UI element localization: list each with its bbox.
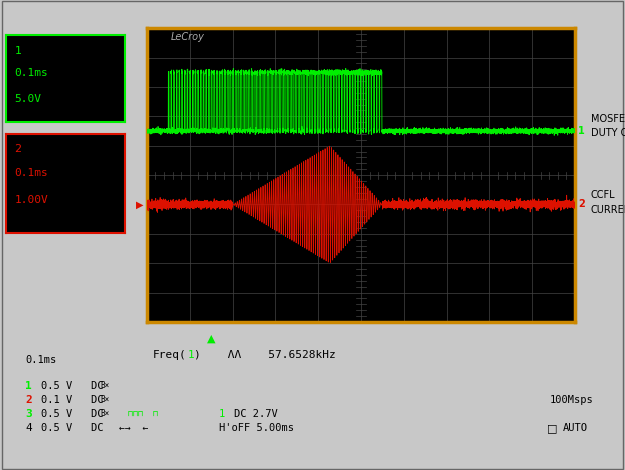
Text: AUTO: AUTO xyxy=(562,423,588,433)
Text: 1: 1 xyxy=(219,409,225,419)
Text: 0.1ms: 0.1ms xyxy=(14,68,48,78)
Text: 0.1ms: 0.1ms xyxy=(14,169,48,179)
Text: 2: 2 xyxy=(578,199,585,210)
Text: B×: B× xyxy=(100,409,109,418)
Text: 4: 4 xyxy=(25,423,32,433)
Text: H'oFF 5.00ms: H'oFF 5.00ms xyxy=(219,423,294,433)
Text: 0.1ms: 0.1ms xyxy=(25,355,56,365)
Text: B×: B× xyxy=(100,395,109,404)
Text: 5.0V: 5.0V xyxy=(14,94,41,104)
Text: 1: 1 xyxy=(25,381,32,391)
Text: 100Msps: 100Msps xyxy=(550,395,594,405)
Text: Freq(: Freq( xyxy=(153,350,187,360)
Text: ▲: ▲ xyxy=(207,334,216,344)
Text: 1: 1 xyxy=(578,126,585,136)
Text: 2: 2 xyxy=(14,144,22,154)
Text: ←→  ←: ←→ ← xyxy=(119,423,148,433)
Text: 0.5 V   DC: 0.5 V DC xyxy=(41,409,103,419)
Text: CCFL: CCFL xyxy=(591,190,615,200)
Text: DC 2.7V: DC 2.7V xyxy=(234,409,278,419)
Text: 1.00V: 1.00V xyxy=(14,195,48,205)
Text: 0.5 V   DC: 0.5 V DC xyxy=(41,423,103,433)
Text: ⊓⊓⊓  ⊓: ⊓⊓⊓ ⊓ xyxy=(128,409,158,418)
Text: )    ΛΛ    57.6528kHz: ) ΛΛ 57.6528kHz xyxy=(194,350,336,360)
Text: □: □ xyxy=(547,423,558,433)
Text: CURRENT: CURRENT xyxy=(591,205,625,215)
Text: MOSFET: MOSFET xyxy=(591,114,625,124)
Text: ▶: ▶ xyxy=(136,199,143,210)
Text: DUTY CYCLE: DUTY CYCLE xyxy=(591,128,625,138)
Text: 0.5 V   DC: 0.5 V DC xyxy=(41,381,103,391)
Text: LeCroy: LeCroy xyxy=(171,32,204,42)
Text: B×: B× xyxy=(100,381,109,390)
Text: 1: 1 xyxy=(188,350,194,360)
Text: 2: 2 xyxy=(25,395,32,405)
Text: 3: 3 xyxy=(25,409,32,419)
Text: 1: 1 xyxy=(14,46,21,55)
Text: 0.1 V   DC: 0.1 V DC xyxy=(41,395,103,405)
